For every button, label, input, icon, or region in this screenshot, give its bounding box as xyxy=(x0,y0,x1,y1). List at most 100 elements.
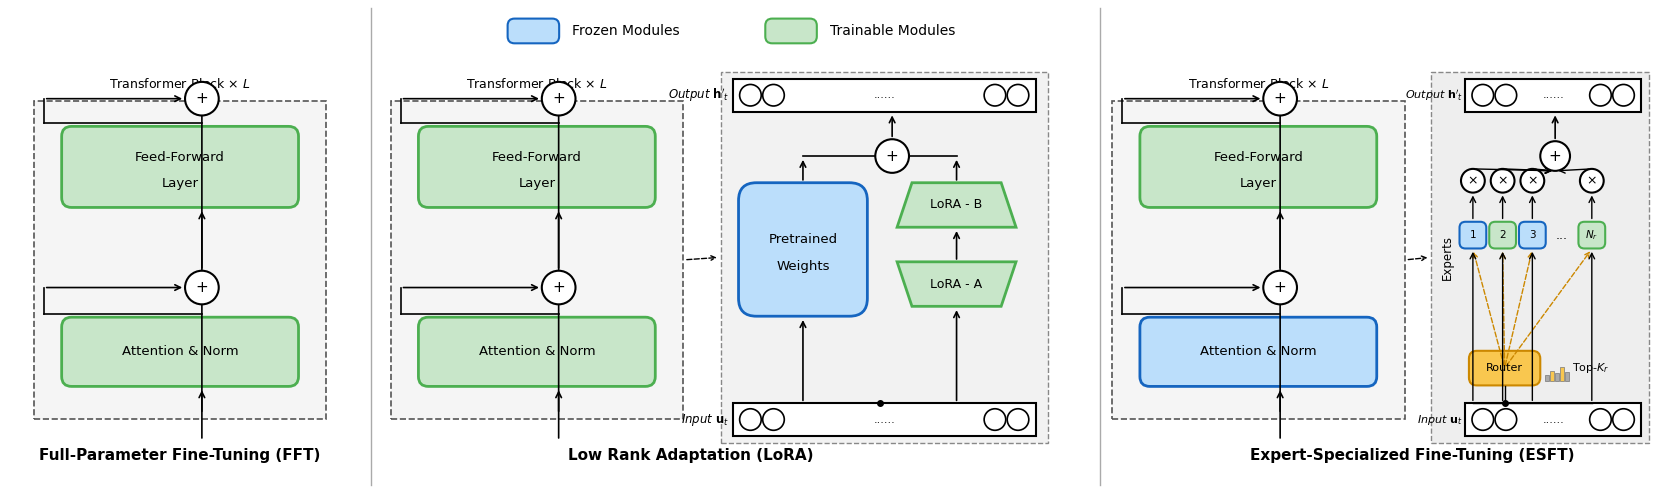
FancyBboxPatch shape xyxy=(1140,126,1376,208)
Bar xyxy=(1560,367,1564,382)
Bar xyxy=(1550,371,1554,382)
Bar xyxy=(1466,79,1642,111)
FancyBboxPatch shape xyxy=(61,126,299,208)
Text: +: + xyxy=(886,148,898,164)
Polygon shape xyxy=(896,262,1016,306)
Circle shape xyxy=(740,84,762,106)
Text: ×: × xyxy=(1467,174,1477,187)
Text: ......: ...... xyxy=(1542,90,1564,100)
FancyBboxPatch shape xyxy=(1519,222,1545,248)
Text: LoRA - A: LoRA - A xyxy=(931,278,983,290)
FancyBboxPatch shape xyxy=(739,183,868,316)
Circle shape xyxy=(984,84,1006,106)
Text: ×: × xyxy=(1527,174,1537,187)
FancyBboxPatch shape xyxy=(1469,351,1540,386)
Text: 1: 1 xyxy=(1469,230,1476,240)
Text: 2: 2 xyxy=(1499,230,1506,240)
FancyBboxPatch shape xyxy=(1112,101,1404,419)
FancyBboxPatch shape xyxy=(1579,222,1605,248)
Text: Attention & Norm: Attention & Norm xyxy=(478,345,596,358)
Text: Frozen Modules: Frozen Modules xyxy=(573,24,679,38)
Circle shape xyxy=(1263,271,1296,304)
Circle shape xyxy=(762,84,784,106)
Text: Trainable Modules: Trainable Modules xyxy=(830,24,954,38)
Text: Output $\mathbf{h}'_t$: Output $\mathbf{h}'_t$ xyxy=(1404,88,1462,103)
Circle shape xyxy=(1590,409,1612,430)
Text: ...: ... xyxy=(1555,229,1569,242)
Bar xyxy=(1466,403,1642,436)
Text: +: + xyxy=(196,280,208,295)
Circle shape xyxy=(1461,169,1484,193)
Text: ......: ...... xyxy=(1542,415,1564,424)
Circle shape xyxy=(184,82,219,115)
Circle shape xyxy=(1496,84,1517,106)
Circle shape xyxy=(1580,169,1604,193)
Circle shape xyxy=(1540,141,1570,171)
FancyBboxPatch shape xyxy=(1459,222,1486,248)
Circle shape xyxy=(740,409,762,430)
Text: Expert-Specialized Fine-Tuning (ESFT): Expert-Specialized Fine-Tuning (ESFT) xyxy=(1250,448,1574,463)
FancyBboxPatch shape xyxy=(508,19,559,43)
FancyBboxPatch shape xyxy=(1489,222,1516,248)
Bar xyxy=(732,403,1036,436)
Text: Top-$K_r$: Top-$K_r$ xyxy=(1572,361,1610,375)
Text: Input $\mathbf{u}_t$: Input $\mathbf{u}_t$ xyxy=(1418,413,1462,426)
Text: +: + xyxy=(553,280,564,295)
Text: Input $\mathbf{u}_t$: Input $\mathbf{u}_t$ xyxy=(682,412,730,427)
Text: +: + xyxy=(1273,280,1286,295)
FancyBboxPatch shape xyxy=(1431,72,1650,443)
FancyBboxPatch shape xyxy=(720,72,1047,443)
Circle shape xyxy=(1614,84,1635,106)
Text: Layer: Layer xyxy=(518,177,556,190)
Text: LoRA - B: LoRA - B xyxy=(931,199,983,211)
Circle shape xyxy=(1590,84,1612,106)
Circle shape xyxy=(1008,84,1029,106)
Text: Transformer Block $\times$ $L$: Transformer Block $\times$ $L$ xyxy=(466,77,608,91)
Text: Attention & Norm: Attention & Norm xyxy=(1200,345,1316,358)
Text: +: + xyxy=(196,91,208,106)
Text: Transformer Block $\times$ $L$: Transformer Block $\times$ $L$ xyxy=(110,77,251,91)
Circle shape xyxy=(184,271,219,304)
FancyBboxPatch shape xyxy=(418,126,656,208)
Text: Feed-Forward: Feed-Forward xyxy=(491,150,581,164)
FancyBboxPatch shape xyxy=(1140,317,1376,387)
Bar xyxy=(1565,372,1569,382)
FancyBboxPatch shape xyxy=(390,101,682,419)
Circle shape xyxy=(1521,169,1544,193)
Text: Layer: Layer xyxy=(161,177,199,190)
Text: Pretrained: Pretrained xyxy=(769,233,838,246)
Text: Feed-Forward: Feed-Forward xyxy=(1213,150,1303,164)
Circle shape xyxy=(1491,169,1514,193)
Circle shape xyxy=(541,271,576,304)
Text: Feed-Forward: Feed-Forward xyxy=(134,150,226,164)
Text: +: + xyxy=(1549,148,1562,164)
Text: ......: ...... xyxy=(873,415,895,424)
Circle shape xyxy=(984,409,1006,430)
Bar xyxy=(1545,375,1549,382)
Text: +: + xyxy=(553,91,564,106)
Circle shape xyxy=(875,139,910,173)
Text: $N_r$: $N_r$ xyxy=(1585,228,1599,242)
Text: Layer: Layer xyxy=(1240,177,1277,190)
Text: ......: ...... xyxy=(873,90,895,100)
Circle shape xyxy=(1472,409,1494,430)
Circle shape xyxy=(1472,84,1494,106)
Circle shape xyxy=(1614,409,1635,430)
Text: Attention & Norm: Attention & Norm xyxy=(121,345,239,358)
Circle shape xyxy=(1008,409,1029,430)
Text: Router: Router xyxy=(1486,363,1524,373)
Circle shape xyxy=(1496,409,1517,430)
Circle shape xyxy=(1263,82,1296,115)
Bar xyxy=(732,79,1036,111)
Circle shape xyxy=(762,409,784,430)
Bar xyxy=(1555,373,1559,382)
Text: Weights: Weights xyxy=(777,260,830,273)
Text: Transformer Block $\times$ $L$: Transformer Block $\times$ $L$ xyxy=(1187,77,1330,91)
Circle shape xyxy=(541,82,576,115)
Text: Output $\mathbf{h}'_t$: Output $\mathbf{h}'_t$ xyxy=(669,86,730,104)
FancyBboxPatch shape xyxy=(33,101,327,419)
Text: Low Rank Adaptation (LoRA): Low Rank Adaptation (LoRA) xyxy=(568,448,813,463)
Text: ×: × xyxy=(1587,174,1597,187)
Text: ×: × xyxy=(1497,174,1507,187)
Text: +: + xyxy=(1273,91,1286,106)
